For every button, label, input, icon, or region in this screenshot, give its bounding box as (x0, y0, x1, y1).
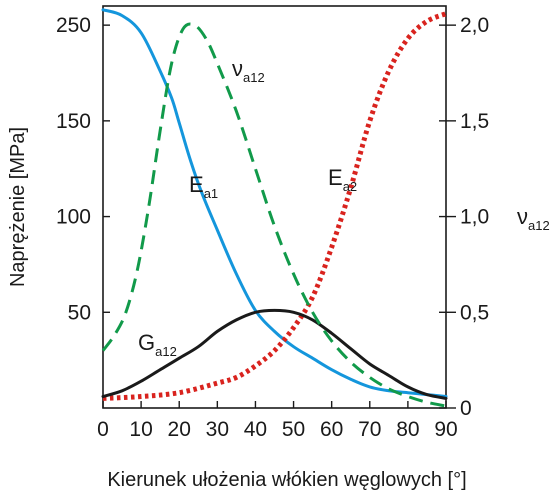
y2-axis-title-main: ν (517, 204, 528, 229)
label-E-a2-sub: a2 (343, 179, 357, 194)
label-E-a2: Ea2 (328, 165, 357, 194)
label-nu-a12-sub: a12 (243, 70, 265, 85)
series-line-e-a1 (101, 8, 448, 398)
x-tick-label: 90 (434, 418, 457, 441)
label-G-a12: Ga12 (138, 330, 177, 359)
x-tick-label: 60 (320, 418, 343, 441)
x-tick-label: 0 (97, 418, 109, 441)
label-nu-a12: νa12 (232, 56, 265, 85)
x-tick-label: 40 (244, 418, 267, 441)
y2-tick-label: 1,0 (460, 206, 489, 229)
x-tick-label: 30 (206, 418, 229, 441)
x-tick-label: 10 (129, 418, 152, 441)
y-axis-title: Naprężenie [MPa] (7, 127, 29, 287)
x-tick-label: 20 (168, 418, 191, 441)
x-tick-label: 50 (282, 418, 305, 441)
x-tick-label: 70 (358, 418, 381, 441)
y2-axis-title: νa12 (517, 204, 550, 233)
y2-tick-label: 2,0 (460, 14, 489, 37)
label-E-a1-main: E (189, 172, 204, 197)
y2-tick-label: 1,5 (460, 110, 489, 133)
series-line-e-a2 (102, 11, 447, 401)
label-E-a1: Ea1 (189, 172, 218, 201)
plot-frame (102, 5, 447, 409)
label-G-a12-sub: a12 (155, 344, 177, 359)
y-tick-label: 250 (56, 14, 91, 37)
series-line-g-a12 (101, 308, 448, 400)
series-layer (101, 8, 448, 408)
y-tick-label: 150 (56, 110, 91, 133)
series-line-nu-a12 (101, 22, 447, 408)
label-E-a1-sub: a1 (204, 186, 218, 201)
label-G-a12-main: G (138, 330, 155, 355)
y2-tick-label: 0,5 (460, 301, 489, 324)
y2-axis-title-sub: a12 (528, 218, 550, 233)
tick-layer: 0 10 20 30 40 50 60 70 80 90 50 100 150 250 0 0,5 1,0 1,5… (56, 14, 489, 441)
y2-tick-label: 0 (460, 397, 472, 420)
label-nu-a12-main: ν (232, 56, 243, 81)
x-tick-label: 80 (396, 418, 419, 441)
y-tick-label: 100 (56, 206, 91, 229)
label-E-a2-main: E (328, 165, 343, 190)
y-tick-label: 50 (68, 301, 91, 324)
x-axis-title: Kierunek ułożenia włókien węglowych [°] (107, 469, 466, 491)
